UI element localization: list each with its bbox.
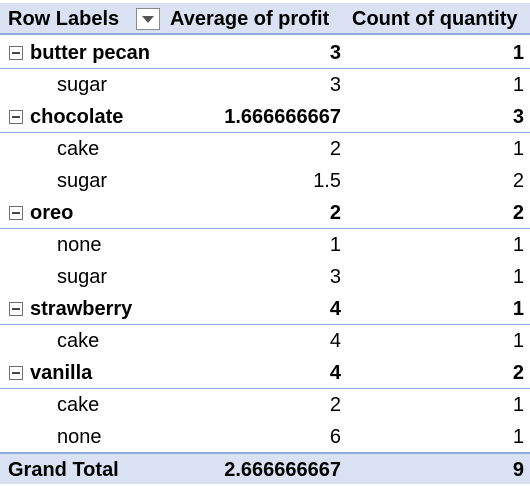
child-label: cake <box>57 394 100 416</box>
child-avg-profit: 6 <box>329 426 341 448</box>
group-count: 1 <box>512 42 524 64</box>
group-row-butter-pecan[interactable]: butter pecan 3 1 <box>0 37 530 69</box>
row-labels-header[interactable]: Row Labels <box>8 8 120 30</box>
group-label: strawberry <box>30 298 133 320</box>
group-row-oreo[interactable]: oreo 2 2 <box>0 197 530 229</box>
child-label: none <box>57 426 102 448</box>
group-label: chocolate <box>30 106 124 128</box>
collapse-icon[interactable] <box>9 302 23 316</box>
child-count: 1 <box>512 138 524 160</box>
child-count: 1 <box>512 394 524 416</box>
group-avg-profit: 2 <box>329 202 341 224</box>
child-row[interactable]: cake 2 1 <box>0 133 530 165</box>
group-avg-profit: 4 <box>329 362 341 384</box>
grand-total-label: Grand Total <box>8 459 119 481</box>
group-count: 2 <box>512 202 524 224</box>
dropdown-arrow-icon[interactable] <box>136 8 160 30</box>
pivot-header-row: Row Labels Average of profit Count of qu… <box>0 3 530 35</box>
count-quantity-header[interactable]: Count of quantity <box>352 8 518 30</box>
child-label: cake <box>57 138 100 160</box>
avg-profit-header[interactable]: Average of profit <box>170 8 330 30</box>
collapse-icon[interactable] <box>9 206 23 220</box>
child-count: 1 <box>512 74 524 96</box>
child-row[interactable]: cake 2 1 <box>0 389 530 421</box>
child-avg-profit: 2 <box>329 394 341 416</box>
child-row[interactable]: sugar 3 1 <box>0 69 530 101</box>
group-row-vanilla[interactable]: vanilla 4 2 <box>0 357 530 389</box>
child-avg-profit: 4 <box>329 330 341 352</box>
collapse-icon[interactable] <box>9 366 23 380</box>
group-avg-profit: 1.666666667 <box>224 106 341 128</box>
child-avg-profit: 1 <box>329 234 341 256</box>
child-label: sugar <box>57 266 108 288</box>
child-avg-profit: 3 <box>329 74 341 96</box>
child-label: sugar <box>57 74 108 96</box>
child-count: 1 <box>512 266 524 288</box>
child-label: sugar <box>57 170 108 192</box>
group-row-chocolate[interactable]: chocolate 1.666666667 3 <box>0 101 530 133</box>
grand-total-row[interactable]: Grand Total 2.666666667 9 <box>0 452 530 484</box>
child-avg-profit: 1.5 <box>313 170 341 192</box>
group-avg-profit: 3 <box>329 42 341 64</box>
collapse-icon[interactable] <box>9 110 23 124</box>
child-row[interactable]: none 6 1 <box>0 421 530 453</box>
group-avg-profit: 4 <box>329 298 341 320</box>
group-label: vanilla <box>30 362 93 384</box>
grand-total-count: 9 <box>512 459 524 481</box>
child-count: 1 <box>512 330 524 352</box>
child-row[interactable]: sugar 1.5 2 <box>0 165 530 197</box>
group-row-strawberry[interactable]: strawberry 4 1 <box>0 293 530 325</box>
group-label: oreo <box>30 202 74 224</box>
child-label: cake <box>57 330 100 352</box>
child-count: 1 <box>512 426 524 448</box>
child-row[interactable]: cake 4 1 <box>0 325 530 357</box>
child-avg-profit: 3 <box>329 266 341 288</box>
group-label: butter pecan <box>30 42 151 64</box>
child-row[interactable]: sugar 3 1 <box>0 261 530 293</box>
child-avg-profit: 2 <box>329 138 341 160</box>
collapse-icon[interactable] <box>9 46 23 60</box>
grand-total-avg-profit: 2.666666667 <box>224 459 341 481</box>
group-count: 3 <box>512 106 524 128</box>
group-count: 2 <box>512 362 524 384</box>
child-count: 1 <box>512 234 524 256</box>
child-label: none <box>57 234 102 256</box>
group-count: 1 <box>512 298 524 320</box>
child-count: 2 <box>512 170 524 192</box>
child-row[interactable]: none 1 1 <box>0 229 530 261</box>
